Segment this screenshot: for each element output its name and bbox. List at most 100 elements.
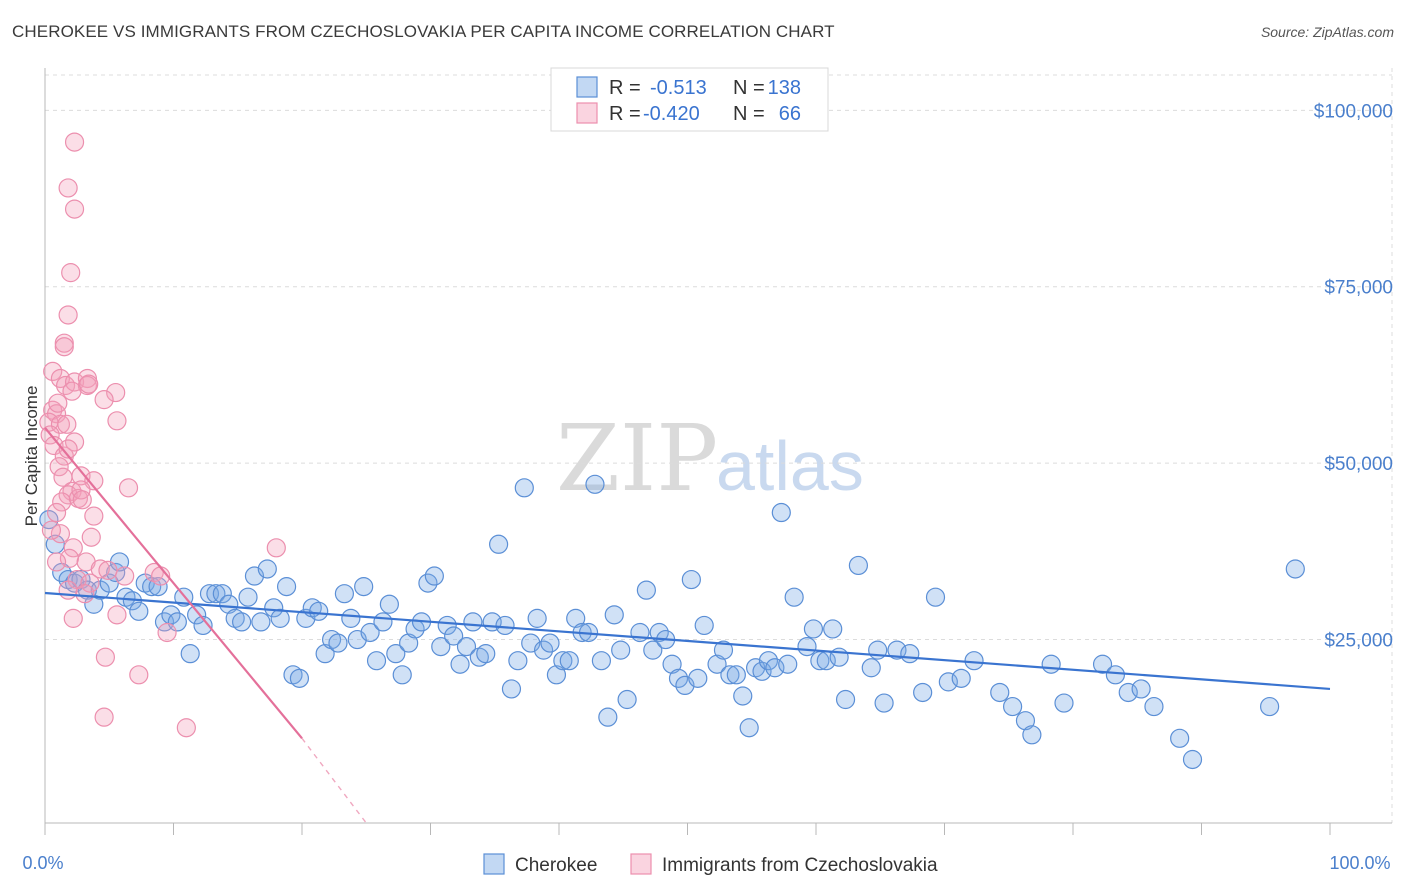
y-axis-label: Per Capita Income: [22, 386, 41, 527]
series-legend: Cherokee Immigrants from Czechoslovakia: [483, 853, 938, 876]
czechoslovakia-point-35: [84, 506, 104, 526]
cherokee-point-88: [604, 605, 624, 625]
cherokee-point-68: [476, 644, 496, 664]
y-tick-label-0: $25,000: [1324, 631, 1393, 652]
cherokee-point-42: [309, 601, 329, 621]
cherokee-point-71: [495, 615, 515, 636]
cherokee-point-46: [334, 584, 355, 604]
czechoslovakia-point-38: [63, 538, 83, 558]
cherokee-point-132: [964, 651, 984, 671]
cherokee-point-20: [167, 612, 187, 632]
cherokee-point-114: [784, 587, 804, 607]
czechoslovakia-point-58: [41, 520, 62, 540]
czechoslovakia-point-62: [72, 490, 92, 510]
cherokee-point-142: [1131, 679, 1151, 699]
cherokee-point-128: [913, 682, 933, 703]
legend-r-value-2: -0.420: [643, 103, 700, 125]
cherokee-point-23: [187, 605, 207, 625]
cherokee-point-60: [424, 566, 444, 586]
cherokee-point-55: [392, 665, 412, 685]
cherokee-point-30: [232, 612, 252, 632]
czechoslovakia-point-57: [176, 718, 196, 738]
x-tick-label-left: 0.0%: [22, 853, 63, 873]
cherokee-point-135: [1015, 711, 1036, 731]
czechoslovakia-point-46: [80, 573, 100, 593]
legend-r-label-1: R =: [609, 77, 641, 99]
legend-r-value-1: -0.513: [650, 77, 707, 99]
cherokee-point-49: [354, 577, 374, 597]
cherokee-point-119: [823, 619, 843, 639]
legend-swatch-cherokee: [576, 76, 598, 98]
cherokee-point-61: [431, 636, 451, 657]
y-tick-labels: $25,000 $50,000 $75,000 $100,000: [1314, 101, 1393, 651]
cherokee-point-147: [1285, 559, 1305, 579]
cherokee-point-131: [951, 668, 971, 688]
czechoslovakia-point-19: [57, 414, 77, 434]
cherokee-point-136: [1022, 725, 1042, 745]
cherokee-point-92: [636, 580, 656, 600]
cherokee-point-140: [1105, 665, 1126, 685]
cherokee-point-56: [399, 633, 419, 653]
czechoslovakia-point-43: [115, 566, 135, 586]
czechoslovakia-point-14: [94, 390, 114, 410]
y-tick-label-1: $50,000: [1324, 454, 1393, 475]
czechoslovakia-point-60: [48, 393, 68, 413]
cherokee-point-27: [212, 584, 232, 604]
czechoslovakia-point-53: [266, 538, 286, 558]
cherokee-point-96: [662, 654, 682, 674]
czechoslovakia-point-7: [43, 361, 63, 382]
czechoslovakia-point-61: [58, 439, 78, 459]
czechoslovakia-point-42: [90, 559, 110, 579]
legend-swatch-czechoslovakia: [576, 102, 598, 124]
cherokee-point-138: [1054, 693, 1074, 713]
series-swatch-cherokee: [483, 853, 505, 875]
cherokee-point-86: [591, 651, 612, 671]
czechoslovakia-point-41: [46, 552, 67, 572]
legend-n-label-1: N =: [733, 77, 765, 99]
cherokee-point-144: [1170, 728, 1190, 748]
cherokee-point-113: [778, 654, 798, 674]
cherokee-point-127: [900, 644, 920, 664]
cherokee-point-72: [501, 679, 522, 699]
cherokee-point-51: [366, 651, 387, 671]
cherokee-point-66: [463, 612, 483, 632]
cherokee-point-82: [566, 608, 586, 628]
chart-title: CHEROKEE VS IMMIGRANTS FROM CZECHOSLOVAK…: [12, 22, 835, 41]
cherokee-point-64: [450, 654, 470, 674]
cherokee-point-107: [739, 718, 759, 738]
cherokee-point-24: [193, 615, 213, 636]
czechoslovakia-point-28: [71, 466, 91, 486]
cherokee-point-146: [1260, 696, 1280, 717]
cherokee-point-93: [643, 640, 663, 660]
cherokee-point-121: [835, 689, 856, 710]
czechoslovakia-point-54: [95, 647, 115, 667]
czechoslovakia-point-51: [63, 608, 83, 628]
series-label-czechoslovakia: Immigrants from Czechoslovakia: [662, 855, 938, 876]
cherokee-point-115: [797, 636, 817, 657]
cherokee-point-47: [341, 608, 361, 628]
watermark: ZIP atlas: [556, 405, 864, 512]
cherokee-point-87: [598, 707, 618, 727]
cherokee-point-33: [251, 612, 271, 632]
czechoslovakia-point-48: [58, 580, 78, 600]
legend-n-value-1: 138: [768, 77, 801, 99]
series-swatch-czechoslovakia: [630, 853, 652, 875]
czechoslovakia-point-1: [58, 178, 78, 198]
cherokee-point-28: [219, 594, 239, 614]
cherokee-point-70: [489, 534, 509, 554]
czechoslovakia-point-50: [107, 605, 127, 625]
czechoslovakia-trend-line: [44, 427, 303, 740]
cherokee-point-143: [1144, 696, 1164, 717]
cherokee-point-85: [585, 474, 605, 494]
cherokee-point-50: [360, 622, 380, 643]
czechoslovakia-point-34: [46, 502, 67, 523]
cherokee-point-79: [546, 665, 567, 685]
cherokee-point-14: [129, 601, 149, 621]
correlation-legend: R = -0.513 N = 138 R = -0.420 N = 66: [550, 67, 829, 132]
czechoslovakia-point-4: [58, 305, 78, 325]
czechoslovakia-point-0: [64, 132, 85, 152]
czechoslovakia-point-65: [98, 560, 118, 580]
czechoslovakia-point-56: [94, 707, 114, 727]
czechoslovakia-point-18: [50, 414, 71, 434]
y-tick-label-2: $75,000: [1324, 278, 1393, 299]
